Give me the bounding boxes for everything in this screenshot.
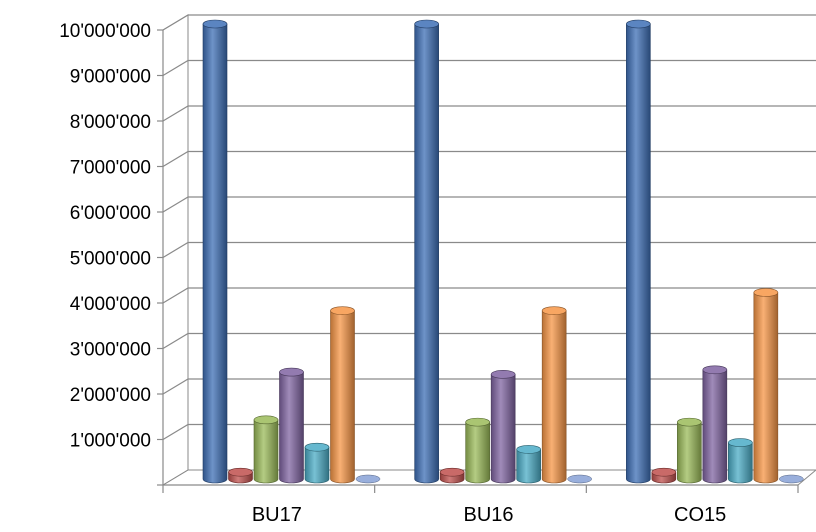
gridline bbox=[162, 378, 816, 395]
bar bbox=[626, 19, 651, 484]
y-tick-label: 1'000'000 bbox=[70, 431, 151, 452]
bar bbox=[330, 306, 355, 484]
x-category-labels: BU17 BU16 CO15 bbox=[252, 504, 726, 526]
bar bbox=[490, 370, 516, 484]
gridline bbox=[162, 423, 816, 441]
bar bbox=[702, 365, 728, 484]
y-tick-label: 4'000'000 bbox=[70, 294, 151, 315]
y-tick-label: 2'000'000 bbox=[70, 385, 151, 406]
bar bbox=[541, 306, 567, 484]
x-category-label: CO15 bbox=[674, 504, 726, 526]
bar bbox=[228, 467, 253, 484]
bar bbox=[753, 288, 779, 484]
bar bbox=[202, 19, 228, 484]
y-tick-label: 9'000'000 bbox=[70, 67, 151, 88]
bar bbox=[253, 415, 279, 484]
bar bbox=[779, 474, 804, 484]
y-tick-label: 5'000'000 bbox=[70, 249, 151, 270]
gridline bbox=[162, 332, 816, 350]
bar bbox=[465, 417, 490, 484]
x-category-label: BU17 bbox=[252, 504, 302, 526]
y-tick-labels: 1'000'000 2'000'000 3'000'000 4'000'000 5'00… bbox=[59, 21, 151, 452]
bar bbox=[439, 467, 465, 484]
bar bbox=[279, 367, 304, 484]
y-tick-label: 3'000'000 bbox=[70, 340, 151, 361]
bar bbox=[414, 19, 439, 484]
gridline bbox=[162, 287, 816, 304]
y-tick-label: 7'000'000 bbox=[70, 158, 151, 179]
gridline bbox=[162, 196, 816, 213]
y-tick-label: 8'000'000 bbox=[70, 112, 151, 133]
bars bbox=[202, 19, 804, 484]
bar bbox=[651, 467, 677, 484]
bar bbox=[567, 474, 592, 484]
gridlines bbox=[162, 14, 816, 441]
gridline bbox=[162, 59, 816, 77]
bar bbox=[677, 417, 702, 484]
bar bbox=[516, 445, 541, 484]
gridline bbox=[162, 105, 816, 122]
gridline bbox=[162, 150, 816, 168]
bar bbox=[304, 442, 330, 484]
gridline bbox=[162, 241, 816, 259]
bar bbox=[728, 438, 753, 484]
gridline bbox=[162, 14, 816, 31]
y-tick-label: 6'000'000 bbox=[70, 203, 151, 224]
x-category-label: BU16 bbox=[463, 504, 513, 526]
y-tick-label: 10'000'000 bbox=[59, 21, 151, 42]
axes bbox=[157, 29, 799, 493]
bar bbox=[355, 474, 381, 484]
